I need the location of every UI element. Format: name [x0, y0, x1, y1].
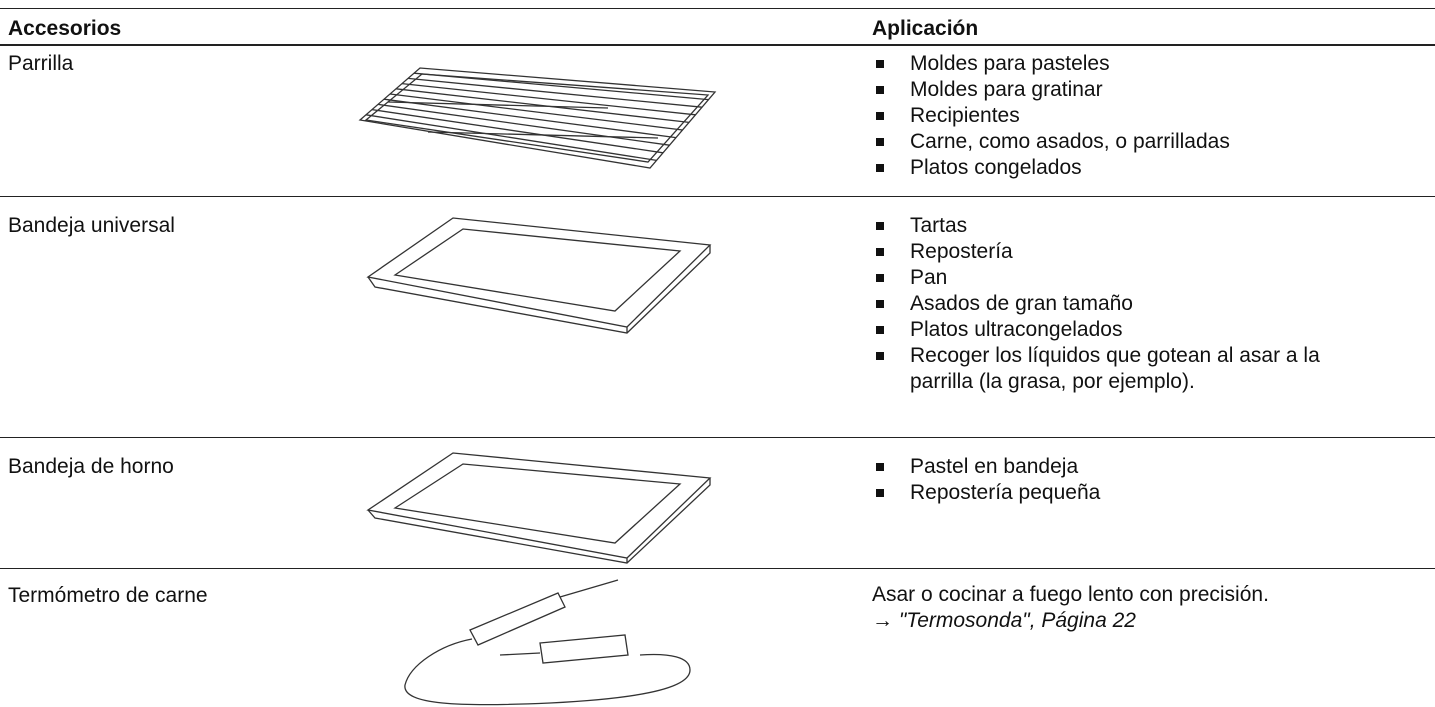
column-header: Aplicación	[872, 17, 979, 40]
accessory-name: Termómetro de carne	[8, 584, 208, 607]
usage-item: Asados de gran tamaño	[872, 291, 1372, 317]
usage-item: Moldes para pasteles	[872, 51, 1372, 77]
thermometer-illustration	[404, 579, 691, 706]
usage-item: Repostería	[872, 239, 1372, 265]
usage-list: Pastel en bandeja Repostería pequeña	[872, 454, 1372, 506]
rule	[0, 196, 1435, 197]
usage-text: Asar o cocinar a fuego lento con precisi…	[872, 583, 1269, 606]
rule	[0, 568, 1435, 569]
usage-item: Moldes para gratinar	[872, 77, 1372, 103]
accessory-name: Bandeja universal	[8, 214, 175, 237]
usage-item: Platos ultracongelados	[872, 317, 1372, 343]
usage-list: Moldes para pasteles Moldes para gratinar…	[872, 51, 1372, 181]
usage-item: Recoger los líquidos que gotean al asar …	[872, 343, 1372, 395]
usage-item: Recipientes	[872, 103, 1372, 129]
tray-illustration	[366, 452, 712, 564]
usage-item: Repostería pequeña	[872, 480, 1372, 506]
accessory-name: Bandeja de horno	[8, 455, 174, 478]
usage-item: Pastel en bandeja	[872, 454, 1372, 480]
tray-illustration	[366, 217, 712, 334]
page-reference: → "Termosonda", Página 22	[872, 609, 1136, 632]
usage-list: Tartas Repostería Pan Asados de gran tamaño…	[872, 213, 1372, 395]
rule	[0, 44, 1435, 46]
accessory-name: Parrilla	[8, 52, 74, 75]
usage-item: Platos congelados	[872, 155, 1372, 181]
rule	[0, 8, 1435, 9]
usage-item: Pan	[872, 265, 1372, 291]
rack-illustration	[358, 67, 717, 169]
rule	[0, 437, 1435, 438]
usage-item: Carne, como asados, o parrilladas	[872, 129, 1372, 155]
usage-item: Tartas	[872, 213, 1372, 239]
column-header: Accesorios	[8, 17, 122, 40]
